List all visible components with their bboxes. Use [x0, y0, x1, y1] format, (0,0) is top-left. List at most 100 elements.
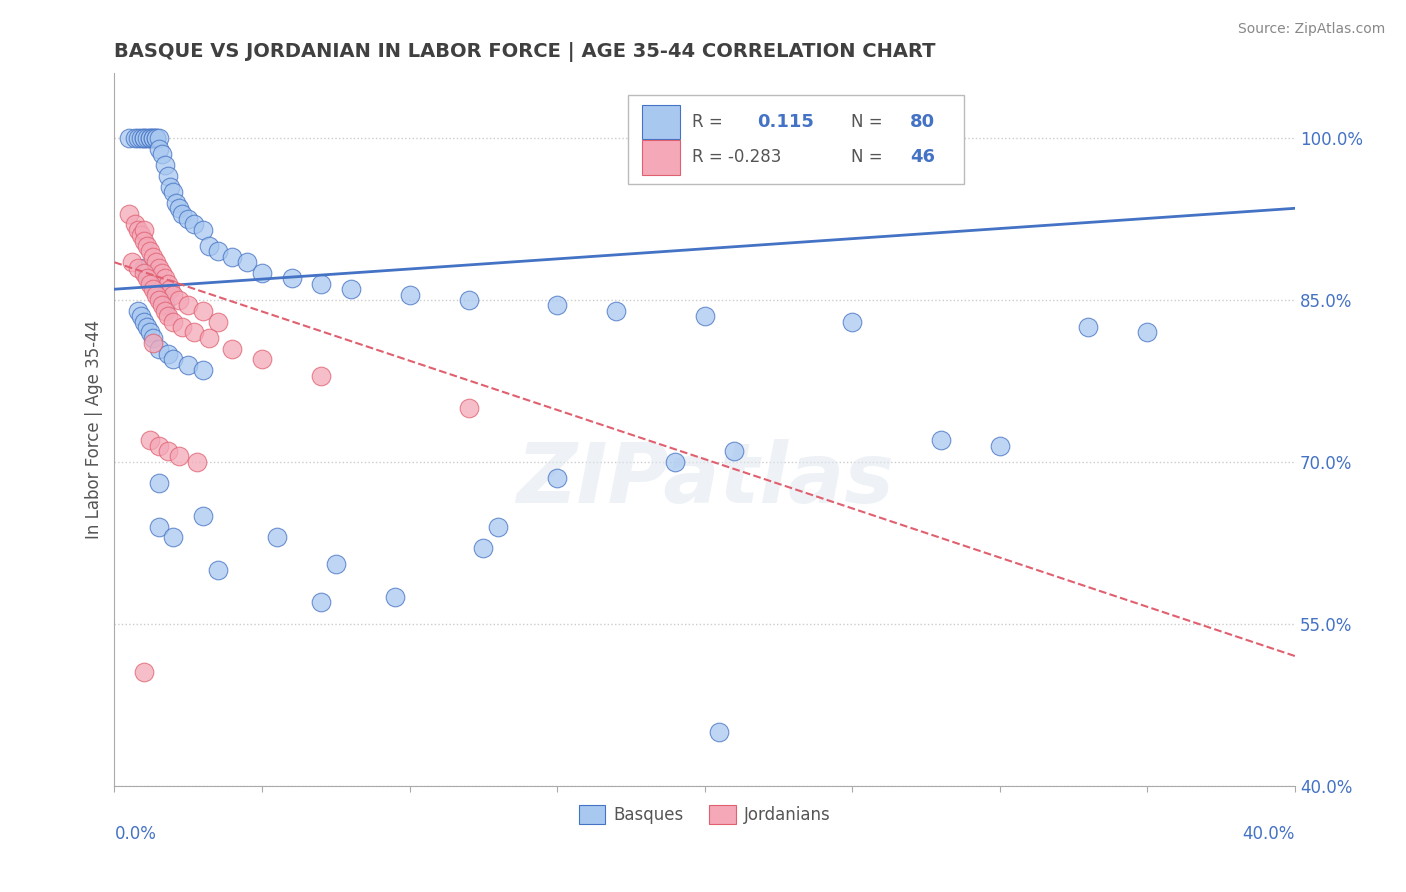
Point	[118, 131, 141, 145]
Point	[250, 266, 273, 280]
Point	[150, 266, 173, 280]
Point	[132, 223, 155, 237]
Point	[148, 439, 170, 453]
Point	[266, 530, 288, 544]
Point	[132, 234, 155, 248]
Point	[309, 277, 332, 291]
Point	[153, 298, 176, 312]
Point	[129, 131, 152, 145]
Point	[1136, 326, 1159, 340]
Point	[159, 282, 181, 296]
Text: N =: N =	[851, 113, 883, 131]
Point	[132, 315, 155, 329]
Point	[162, 530, 184, 544]
Point	[162, 352, 184, 367]
Point	[135, 239, 157, 253]
Point	[191, 223, 214, 237]
Point	[139, 131, 162, 145]
Point	[457, 401, 479, 415]
Point	[191, 303, 214, 318]
Point	[162, 185, 184, 199]
Point	[145, 255, 167, 269]
Point	[135, 320, 157, 334]
Point	[153, 158, 176, 172]
Point	[135, 131, 157, 145]
Point	[153, 303, 176, 318]
Point	[693, 309, 716, 323]
Point	[142, 282, 165, 296]
Text: 80: 80	[910, 113, 935, 131]
Point	[165, 195, 187, 210]
Point	[723, 444, 745, 458]
Text: 40.0%: 40.0%	[1243, 825, 1295, 843]
FancyBboxPatch shape	[628, 95, 965, 184]
Y-axis label: In Labor Force | Age 35-44: In Labor Force | Age 35-44	[86, 320, 103, 539]
Point	[148, 342, 170, 356]
Point	[309, 368, 332, 383]
Text: Source: ZipAtlas.com: Source: ZipAtlas.com	[1237, 22, 1385, 37]
Point	[148, 142, 170, 156]
Point	[132, 131, 155, 145]
Point	[198, 239, 221, 253]
Point	[139, 271, 162, 285]
Point	[709, 724, 731, 739]
Point	[457, 293, 479, 307]
Text: ZIPatlas: ZIPatlas	[516, 439, 894, 520]
Point	[177, 358, 200, 372]
Text: BASQUE VS JORDANIAN IN LABOR FORCE | AGE 35-44 CORRELATION CHART: BASQUE VS JORDANIAN IN LABOR FORCE | AGE…	[114, 42, 936, 62]
Point	[127, 223, 149, 237]
Point	[148, 287, 170, 301]
Point	[145, 131, 167, 145]
Point	[145, 287, 167, 301]
Point	[221, 250, 243, 264]
Point	[148, 131, 170, 145]
Text: 46: 46	[910, 148, 935, 167]
Point	[169, 202, 191, 216]
Point	[929, 434, 952, 448]
Point	[132, 131, 155, 145]
Point	[124, 131, 146, 145]
Text: 0.115: 0.115	[756, 113, 814, 131]
Point	[142, 277, 165, 291]
Point	[183, 218, 205, 232]
Point	[207, 563, 229, 577]
Point	[156, 309, 179, 323]
Point	[207, 315, 229, 329]
Point	[207, 244, 229, 259]
Point	[280, 271, 302, 285]
Point	[139, 244, 162, 259]
Point	[139, 277, 162, 291]
Point	[156, 444, 179, 458]
Point	[1077, 320, 1099, 334]
Text: N =: N =	[851, 148, 883, 167]
Point	[150, 147, 173, 161]
Point	[145, 131, 167, 145]
Point	[142, 131, 165, 145]
Point	[172, 320, 194, 334]
Point	[384, 590, 406, 604]
Point	[191, 508, 214, 523]
Point	[221, 342, 243, 356]
Point	[546, 298, 568, 312]
Point	[135, 271, 157, 285]
Point	[546, 471, 568, 485]
Text: R =: R =	[692, 113, 723, 131]
FancyBboxPatch shape	[643, 104, 681, 139]
Point	[472, 541, 495, 556]
Point	[156, 347, 179, 361]
Point	[139, 326, 162, 340]
Point	[139, 434, 162, 448]
Point	[191, 363, 214, 377]
Point	[132, 665, 155, 680]
Point	[186, 455, 208, 469]
Point	[398, 287, 420, 301]
Point	[129, 309, 152, 323]
Point	[139, 131, 162, 145]
Point	[339, 282, 361, 296]
Point	[841, 315, 863, 329]
Point	[198, 331, 221, 345]
Point	[148, 293, 170, 307]
Point	[177, 212, 200, 227]
FancyBboxPatch shape	[643, 140, 681, 175]
Point	[127, 303, 149, 318]
